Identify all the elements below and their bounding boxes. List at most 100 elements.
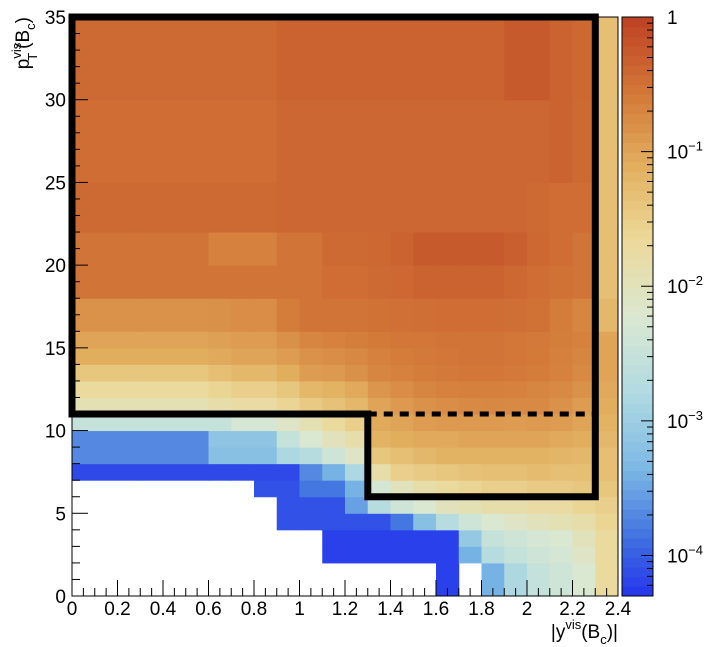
heatmap-cell	[231, 232, 255, 266]
heatmap-cell	[527, 430, 551, 448]
heatmap-cell	[390, 331, 414, 349]
heatmap-cell	[390, 480, 414, 498]
heatmap-cell	[572, 397, 596, 415]
heatmap-cell	[481, 298, 505, 332]
heatmap-cell	[345, 265, 369, 299]
heatmap-cell	[504, 347, 528, 365]
heatmap-cell	[458, 331, 482, 349]
heatmap-cell	[140, 331, 209, 349]
heatmap-cell	[481, 17, 505, 101]
heatmap-cell	[504, 331, 528, 349]
heatmap-cell	[390, 513, 414, 531]
heatmap-cell	[231, 447, 255, 465]
heatmap-cell	[504, 298, 528, 332]
heatmap-cell	[322, 298, 346, 332]
heatmap-cell	[458, 496, 482, 514]
heatmap-cell	[367, 347, 391, 365]
heatmap-cell	[322, 232, 346, 266]
heatmap-cell	[299, 447, 323, 465]
heatmap-cell	[458, 397, 482, 415]
heatmap-cell	[549, 380, 573, 398]
heatmap-cell	[367, 430, 391, 448]
heatmap-cell	[481, 364, 505, 382]
heatmap-cell	[140, 17, 209, 101]
heatmap-cell	[390, 265, 414, 299]
palette-segment	[622, 171, 653, 182]
heatmap-cell	[140, 447, 209, 465]
heatmap-cell	[481, 99, 505, 183]
heatmap-cell	[276, 298, 300, 332]
heatmap-cell	[276, 380, 300, 398]
heatmap-cell	[276, 347, 300, 365]
heatmap-cell	[413, 496, 437, 514]
heatmap-cell	[504, 364, 528, 382]
heatmap-cell	[322, 380, 346, 398]
heatmap-cell	[527, 414, 551, 432]
palette-segment	[622, 74, 653, 86]
heatmap-cell	[527, 529, 551, 547]
x-tick-label: 0.2	[104, 599, 130, 620]
heatmap-cell	[72, 99, 141, 183]
heatmap-cell	[458, 182, 482, 233]
heatmap-cell	[549, 480, 573, 498]
heatmap-cell	[572, 380, 596, 398]
heatmap-cell	[549, 298, 573, 332]
heatmap-cell	[458, 480, 482, 498]
heatmap-cell	[345, 480, 369, 498]
heatmap-cell	[254, 414, 278, 432]
palette-segment	[622, 412, 653, 423]
heatmap-cell	[572, 513, 596, 531]
heatmap-cell	[572, 496, 596, 514]
x-tick-label: 2.2	[559, 599, 585, 620]
heatmap-cell	[390, 414, 414, 432]
heatmap-cell	[436, 513, 460, 531]
heatmap-cell	[72, 364, 141, 382]
heatmap-cell	[595, 529, 619, 547]
heatmap-cell	[595, 414, 619, 432]
heatmap-cell	[367, 529, 391, 547]
heatmap-cell	[299, 430, 323, 448]
heatmap-cell	[549, 513, 573, 531]
palette-segment	[622, 586, 653, 597]
heatmap-cell	[504, 562, 528, 597]
y-title-sub: T	[25, 53, 40, 61]
heatmap-cell	[572, 99, 596, 183]
heatmap-cell	[413, 430, 437, 448]
heatmap-cell	[254, 232, 278, 266]
palette-segment	[622, 132, 653, 143]
heatmap-cell	[504, 496, 528, 514]
heatmap-cell	[276, 447, 300, 465]
color-palette	[621, 16, 654, 597]
heatmap-cell	[481, 397, 505, 415]
heatmap-cell	[549, 265, 573, 299]
heatmap-cell	[345, 99, 369, 183]
heatmap-cell	[231, 380, 255, 398]
heatmap-cell	[140, 232, 209, 266]
heatmap-cell	[345, 380, 369, 398]
axis-titles: |yvis(Bc)|pvisT(Bc)	[9, 17, 618, 647]
heatmap-cell	[390, 496, 414, 514]
heatmap-cell	[322, 430, 346, 448]
heatmap-cell	[208, 463, 232, 481]
heatmap-cell	[527, 347, 551, 365]
heatmap-cell	[436, 562, 460, 597]
heatmap-cell	[504, 414, 528, 432]
heatmap-cell	[231, 414, 255, 432]
heatmap-cell	[436, 463, 460, 481]
palette-segment	[622, 84, 653, 95]
y-title-main: p	[13, 59, 34, 70]
heatmap-cell	[72, 430, 141, 448]
heatmap-cell	[481, 430, 505, 448]
heatmap-cell	[504, 447, 528, 465]
heatmap-cell	[458, 380, 482, 398]
heatmap-cell	[527, 397, 551, 415]
palette-segment	[622, 36, 653, 47]
heatmap-cell	[208, 17, 232, 101]
heatmap-cell	[504, 529, 528, 547]
heatmap-cell	[367, 447, 391, 465]
heatmap-cell	[140, 430, 209, 448]
heatmap-cell	[390, 529, 414, 547]
heatmap-cell	[572, 347, 596, 365]
heatmap-cell	[254, 182, 278, 233]
heatmap-cell	[367, 414, 391, 432]
